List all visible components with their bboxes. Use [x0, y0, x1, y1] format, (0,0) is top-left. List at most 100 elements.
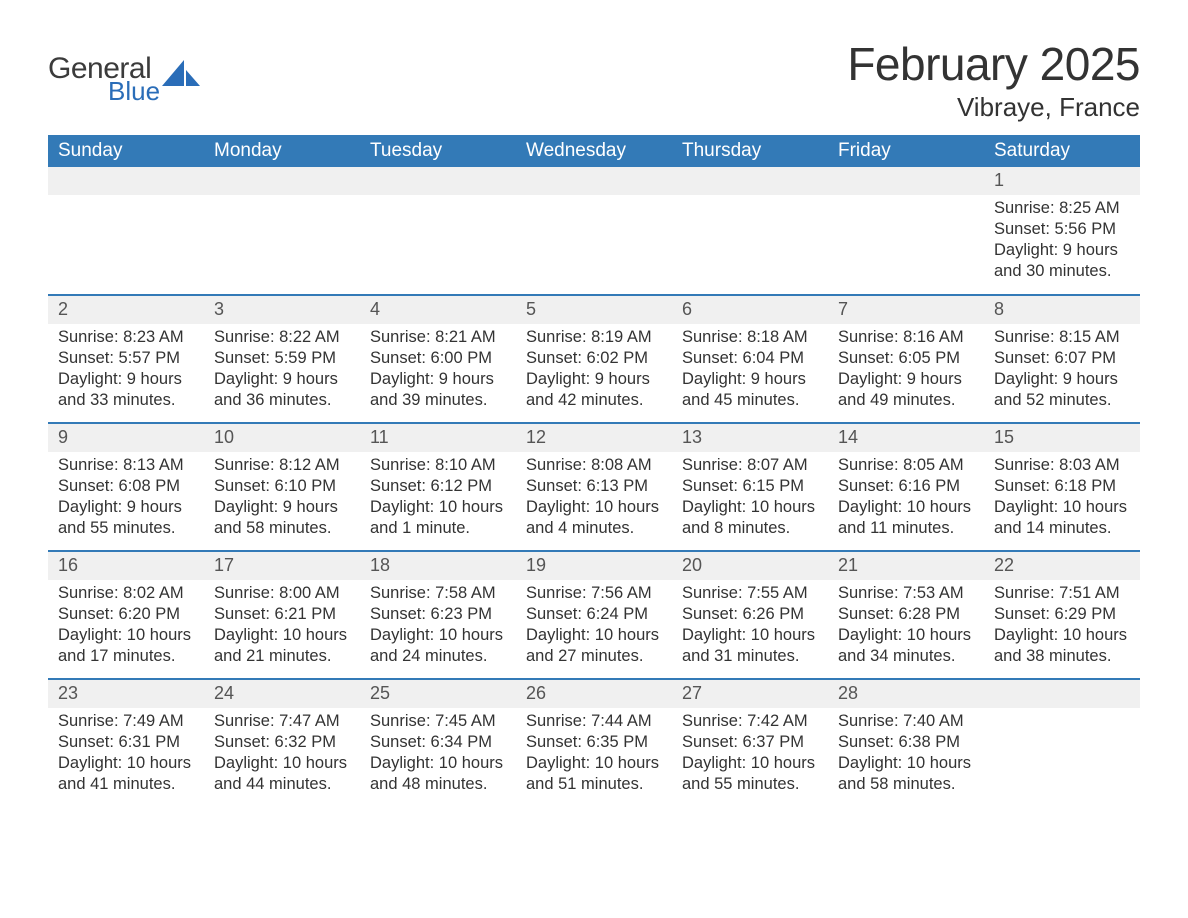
sunset-text: Sunset: 6:12 PM	[370, 476, 506, 497]
day-number: 22	[984, 552, 1140, 579]
day-details	[828, 195, 984, 202]
weekday-header: Thursday	[672, 135, 828, 167]
sunrise-text: Sunrise: 7:44 AM	[526, 711, 662, 732]
sunrise-text: Sunrise: 8:25 AM	[994, 198, 1130, 219]
daylight-text: Daylight: 10 hours and 48 minutes.	[370, 753, 506, 795]
daylight-text: Daylight: 10 hours and 38 minutes.	[994, 625, 1130, 667]
day-number: 18	[360, 552, 516, 579]
day-details: Sunrise: 7:53 AMSunset: 6:28 PMDaylight:…	[828, 580, 984, 671]
calendar-day-cell: 21Sunrise: 7:53 AMSunset: 6:28 PMDayligh…	[828, 551, 984, 679]
calendar-day-cell: 6Sunrise: 8:18 AMSunset: 6:04 PMDaylight…	[672, 295, 828, 423]
daylight-text: Daylight: 9 hours and 58 minutes.	[214, 497, 350, 539]
sunrise-text: Sunrise: 8:22 AM	[214, 327, 350, 348]
day-details: Sunrise: 8:21 AMSunset: 6:00 PMDaylight:…	[360, 324, 516, 415]
day-details: Sunrise: 8:03 AMSunset: 6:18 PMDaylight:…	[984, 452, 1140, 543]
daylight-text: Daylight: 10 hours and 24 minutes.	[370, 625, 506, 667]
sunrise-text: Sunrise: 8:16 AM	[838, 327, 974, 348]
sunrise-text: Sunrise: 7:53 AM	[838, 583, 974, 604]
calendar-day-cell: 22Sunrise: 7:51 AMSunset: 6:29 PMDayligh…	[984, 551, 1140, 679]
day-number: 20	[672, 552, 828, 579]
brand-logo: General Blue	[48, 40, 200, 104]
day-details: Sunrise: 7:45 AMSunset: 6:34 PMDaylight:…	[360, 708, 516, 799]
day-number	[204, 167, 360, 194]
calendar-day-cell: 10Sunrise: 8:12 AMSunset: 6:10 PMDayligh…	[204, 423, 360, 551]
day-number: 14	[828, 424, 984, 451]
weekday-header: Sunday	[48, 135, 204, 167]
day-details: Sunrise: 7:56 AMSunset: 6:24 PMDaylight:…	[516, 580, 672, 671]
day-number: 3	[204, 296, 360, 323]
day-number	[828, 167, 984, 194]
day-details: Sunrise: 7:58 AMSunset: 6:23 PMDaylight:…	[360, 580, 516, 671]
sunset-text: Sunset: 5:56 PM	[994, 219, 1130, 240]
calendar-day-cell: 17Sunrise: 8:00 AMSunset: 6:21 PMDayligh…	[204, 551, 360, 679]
calendar-table: Sunday Monday Tuesday Wednesday Thursday…	[48, 135, 1140, 807]
daylight-text: Daylight: 9 hours and 39 minutes.	[370, 369, 506, 411]
day-details	[360, 195, 516, 202]
location-subtitle: Vibraye, France	[847, 92, 1140, 123]
day-details	[984, 708, 1140, 715]
daylight-text: Daylight: 10 hours and 44 minutes.	[214, 753, 350, 795]
sunset-text: Sunset: 5:57 PM	[58, 348, 194, 369]
calendar-day-cell: 23Sunrise: 7:49 AMSunset: 6:31 PMDayligh…	[48, 679, 204, 807]
day-number: 26	[516, 680, 672, 707]
daylight-text: Daylight: 10 hours and 41 minutes.	[58, 753, 194, 795]
day-number	[48, 167, 204, 194]
day-details: Sunrise: 8:22 AMSunset: 5:59 PMDaylight:…	[204, 324, 360, 415]
sunset-text: Sunset: 6:37 PM	[682, 732, 818, 753]
sunrise-text: Sunrise: 7:42 AM	[682, 711, 818, 732]
daylight-text: Daylight: 10 hours and 8 minutes.	[682, 497, 818, 539]
sunset-text: Sunset: 6:38 PM	[838, 732, 974, 753]
day-details: Sunrise: 8:15 AMSunset: 6:07 PMDaylight:…	[984, 324, 1140, 415]
sunset-text: Sunset: 6:31 PM	[58, 732, 194, 753]
day-details: Sunrise: 8:00 AMSunset: 6:21 PMDaylight:…	[204, 580, 360, 671]
sunrise-text: Sunrise: 8:07 AM	[682, 455, 818, 476]
day-number: 10	[204, 424, 360, 451]
calendar-day-cell: 7Sunrise: 8:16 AMSunset: 6:05 PMDaylight…	[828, 295, 984, 423]
day-details: Sunrise: 7:47 AMSunset: 6:32 PMDaylight:…	[204, 708, 360, 799]
calendar-day-cell: 26Sunrise: 7:44 AMSunset: 6:35 PMDayligh…	[516, 679, 672, 807]
daylight-text: Daylight: 10 hours and 1 minute.	[370, 497, 506, 539]
sunrise-text: Sunrise: 8:00 AM	[214, 583, 350, 604]
calendar-day-cell	[48, 167, 204, 295]
daylight-text: Daylight: 9 hours and 36 minutes.	[214, 369, 350, 411]
sunrise-text: Sunrise: 8:23 AM	[58, 327, 194, 348]
sunset-text: Sunset: 6:16 PM	[838, 476, 974, 497]
day-details: Sunrise: 7:44 AMSunset: 6:35 PMDaylight:…	[516, 708, 672, 799]
day-number	[984, 680, 1140, 707]
sunset-text: Sunset: 6:23 PM	[370, 604, 506, 625]
day-details: Sunrise: 8:07 AMSunset: 6:15 PMDaylight:…	[672, 452, 828, 543]
sunrise-text: Sunrise: 7:56 AM	[526, 583, 662, 604]
day-number: 6	[672, 296, 828, 323]
calendar-week-row: 1Sunrise: 8:25 AMSunset: 5:56 PMDaylight…	[48, 167, 1140, 295]
day-details	[516, 195, 672, 202]
calendar-day-cell: 8Sunrise: 8:15 AMSunset: 6:07 PMDaylight…	[984, 295, 1140, 423]
daylight-text: Daylight: 10 hours and 27 minutes.	[526, 625, 662, 667]
day-number: 12	[516, 424, 672, 451]
sunrise-text: Sunrise: 7:45 AM	[370, 711, 506, 732]
day-details: Sunrise: 8:19 AMSunset: 6:02 PMDaylight:…	[516, 324, 672, 415]
sunset-text: Sunset: 6:20 PM	[58, 604, 194, 625]
calendar-day-cell: 27Sunrise: 7:42 AMSunset: 6:37 PMDayligh…	[672, 679, 828, 807]
daylight-text: Daylight: 9 hours and 55 minutes.	[58, 497, 194, 539]
calendar-day-cell: 1Sunrise: 8:25 AMSunset: 5:56 PMDaylight…	[984, 167, 1140, 295]
sunset-text: Sunset: 6:34 PM	[370, 732, 506, 753]
calendar-day-cell: 13Sunrise: 8:07 AMSunset: 6:15 PMDayligh…	[672, 423, 828, 551]
day-number: 2	[48, 296, 204, 323]
sunset-text: Sunset: 6:07 PM	[994, 348, 1130, 369]
day-number: 28	[828, 680, 984, 707]
sunset-text: Sunset: 6:10 PM	[214, 476, 350, 497]
weekday-header: Friday	[828, 135, 984, 167]
calendar-day-cell: 28Sunrise: 7:40 AMSunset: 6:38 PMDayligh…	[828, 679, 984, 807]
brand-text: General Blue	[48, 54, 160, 104]
calendar-day-cell: 5Sunrise: 8:19 AMSunset: 6:02 PMDaylight…	[516, 295, 672, 423]
calendar-week-row: 16Sunrise: 8:02 AMSunset: 6:20 PMDayligh…	[48, 551, 1140, 679]
day-number: 25	[360, 680, 516, 707]
calendar-day-cell: 19Sunrise: 7:56 AMSunset: 6:24 PMDayligh…	[516, 551, 672, 679]
day-details: Sunrise: 7:51 AMSunset: 6:29 PMDaylight:…	[984, 580, 1140, 671]
calendar-page: General Blue February 2025 Vibraye, Fran…	[0, 0, 1188, 918]
day-details: Sunrise: 8:23 AMSunset: 5:57 PMDaylight:…	[48, 324, 204, 415]
day-details	[204, 195, 360, 202]
daylight-text: Daylight: 10 hours and 58 minutes.	[838, 753, 974, 795]
sunset-text: Sunset: 6:15 PM	[682, 476, 818, 497]
calendar-day-cell	[360, 167, 516, 295]
